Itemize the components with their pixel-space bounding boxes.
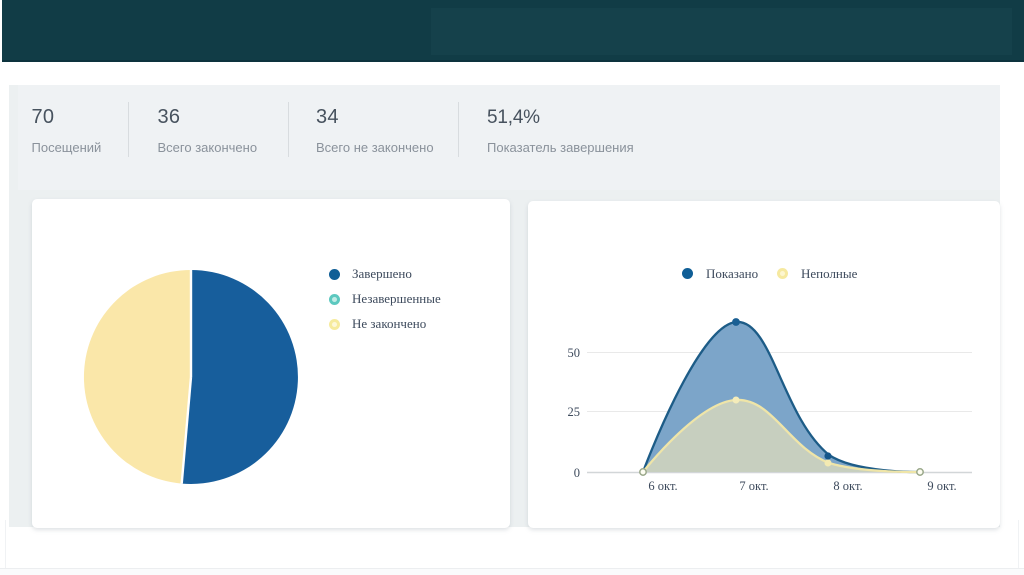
svg-text:7 окт.: 7 окт.: [739, 479, 768, 493]
svg-text:25: 25: [568, 405, 581, 419]
svg-text:6 окт.: 6 окт.: [648, 479, 677, 493]
svg-text:0: 0: [574, 466, 580, 480]
svg-text:9 окт.: 9 окт.: [927, 479, 956, 493]
svg-text:50: 50: [568, 346, 581, 360]
svg-text:8 окт.: 8 окт.: [833, 479, 862, 493]
